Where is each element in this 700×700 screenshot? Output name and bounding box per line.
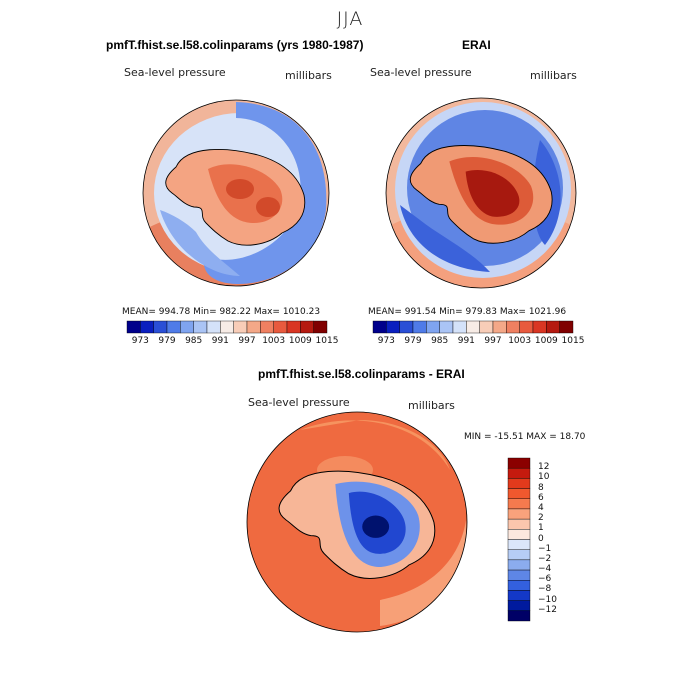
diff-stats: MIN = -15.51 MAX = 18.70	[464, 432, 586, 442]
figure-title: JJA	[336, 8, 364, 30]
model-colorbar-tick: 1009	[288, 336, 312, 346]
obs-plateau-core	[465, 170, 520, 217]
model-colorbar-tick: 997	[238, 336, 256, 346]
obs-colorbar-tick: 1015	[561, 336, 585, 346]
diff-colorbar-tick: −8	[538, 584, 552, 595]
diff-units-label: millibars	[408, 399, 455, 412]
obs-colorbar-tick: 979	[404, 336, 422, 346]
model-map-border	[142, 99, 330, 287]
model-colorbar-ticks: 973 979 985 991 997 1003 1009 1015	[110, 336, 350, 348]
diff-colorbar-tick: 1	[538, 523, 544, 534]
model-field-low-east	[203, 102, 327, 285]
diff-colorbar-tick: −10	[538, 594, 557, 605]
diff-colorbar-tick: −1	[538, 543, 552, 554]
obs-units-label: millibars	[530, 69, 577, 82]
diff-colorbar-swatch	[507, 559, 531, 571]
model-colorbar-tick: 979	[158, 336, 176, 346]
obs-colorbar-tick: 1003	[508, 336, 532, 346]
diff-colorbar-tick: 6	[538, 492, 544, 503]
obs-stats: MEAN= 991.54 Min= 979.83 Max= 1021.96	[368, 307, 567, 317]
model-colorbar-tick: 985	[185, 336, 203, 346]
diff-colorbar	[507, 457, 531, 622]
diff-colorbar-tick: 0	[538, 533, 544, 544]
diff-colorbar-tick: −4	[538, 564, 552, 575]
model-variable-label: Sea-level pressure	[124, 66, 226, 79]
diff-colorbar-tick: 2	[538, 513, 544, 524]
diff-map-border	[246, 411, 468, 633]
obs-colorbar	[372, 320, 574, 334]
diff-colorbar-swatch	[507, 549, 531, 561]
obs-variable-label: Sea-level pressure	[370, 66, 472, 79]
diff-variable-label: Sea-level pressure	[248, 396, 350, 409]
model-panel-title: pmfT.fhist.se.l58.colinparams (yrs 1980-…	[106, 38, 364, 52]
obs-colorbar-ticks: 973 979 985 991 997 1003 1009 1015	[356, 336, 596, 348]
diff-colorbar-ticks: 12 10 8 6 4 2 1 0 −1 −2 −4 −6 −8 −10 −12	[538, 457, 578, 622]
model-colorbar-swatch	[313, 320, 328, 334]
diff-colorbar-swatch	[507, 508, 531, 520]
obs-colorbar-tick: 973	[377, 336, 395, 346]
diff-colorbar-swatch	[507, 518, 531, 530]
obs-colorbar-tick: 997	[484, 336, 502, 346]
diff-colorbar-swatch	[507, 539, 531, 550]
diff-colorbar-swatch	[507, 580, 531, 591]
diff-colorbar-tick: 12	[538, 462, 550, 473]
diff-colorbar-tick: −6	[538, 574, 552, 585]
diff-colorbar-swatch	[507, 569, 531, 581]
diff-colorbar-tick: −12	[538, 604, 557, 615]
diff-colorbar-tick: 8	[538, 482, 544, 493]
model-units-label: millibars	[285, 69, 332, 82]
diff-colorbar-swatch	[507, 488, 531, 499]
diff-colorbar-swatch	[507, 457, 531, 469]
model-colorbar-tick: 973	[131, 336, 149, 346]
obs-colorbar-tick: 985	[431, 336, 449, 346]
model-colorbar-tick: 1015	[315, 336, 339, 346]
model-colorbar	[126, 320, 328, 334]
obs-colorbar-tick: 991	[457, 336, 475, 346]
model-colorbar-tick: 1003	[262, 336, 286, 346]
diff-colorbar-swatch	[507, 467, 531, 479]
diff-colorbar-swatch	[507, 529, 531, 540]
diff-colorbar-tick: 10	[538, 472, 550, 483]
model-stats: MEAN= 994.78 Min= 982.22 Max= 1010.23	[122, 307, 321, 317]
diff-panel-title: pmfT.fhist.se.l58.colinparams - ERAI	[258, 367, 465, 381]
diff-colorbar-tick: −2	[538, 553, 552, 564]
diff-colorbar-swatch	[507, 498, 531, 510]
obs-panel-title: ERAI	[462, 38, 491, 52]
diff-colorbar-swatch	[507, 600, 531, 612]
diff-colorbar-swatch	[507, 590, 531, 601]
diff-colorbar-swatch	[507, 478, 531, 489]
model-plateau-core	[226, 179, 254, 199]
diff-colorbar-tick: 4	[538, 502, 544, 513]
model-field-low-west	[160, 210, 240, 276]
diff-colorbar-swatch	[507, 610, 531, 622]
model-colorbar-tick: 991	[211, 336, 229, 346]
obs-map-border	[385, 97, 577, 289]
obs-colorbar-tick: 1009	[534, 336, 558, 346]
obs-colorbar-swatch	[559, 320, 574, 334]
